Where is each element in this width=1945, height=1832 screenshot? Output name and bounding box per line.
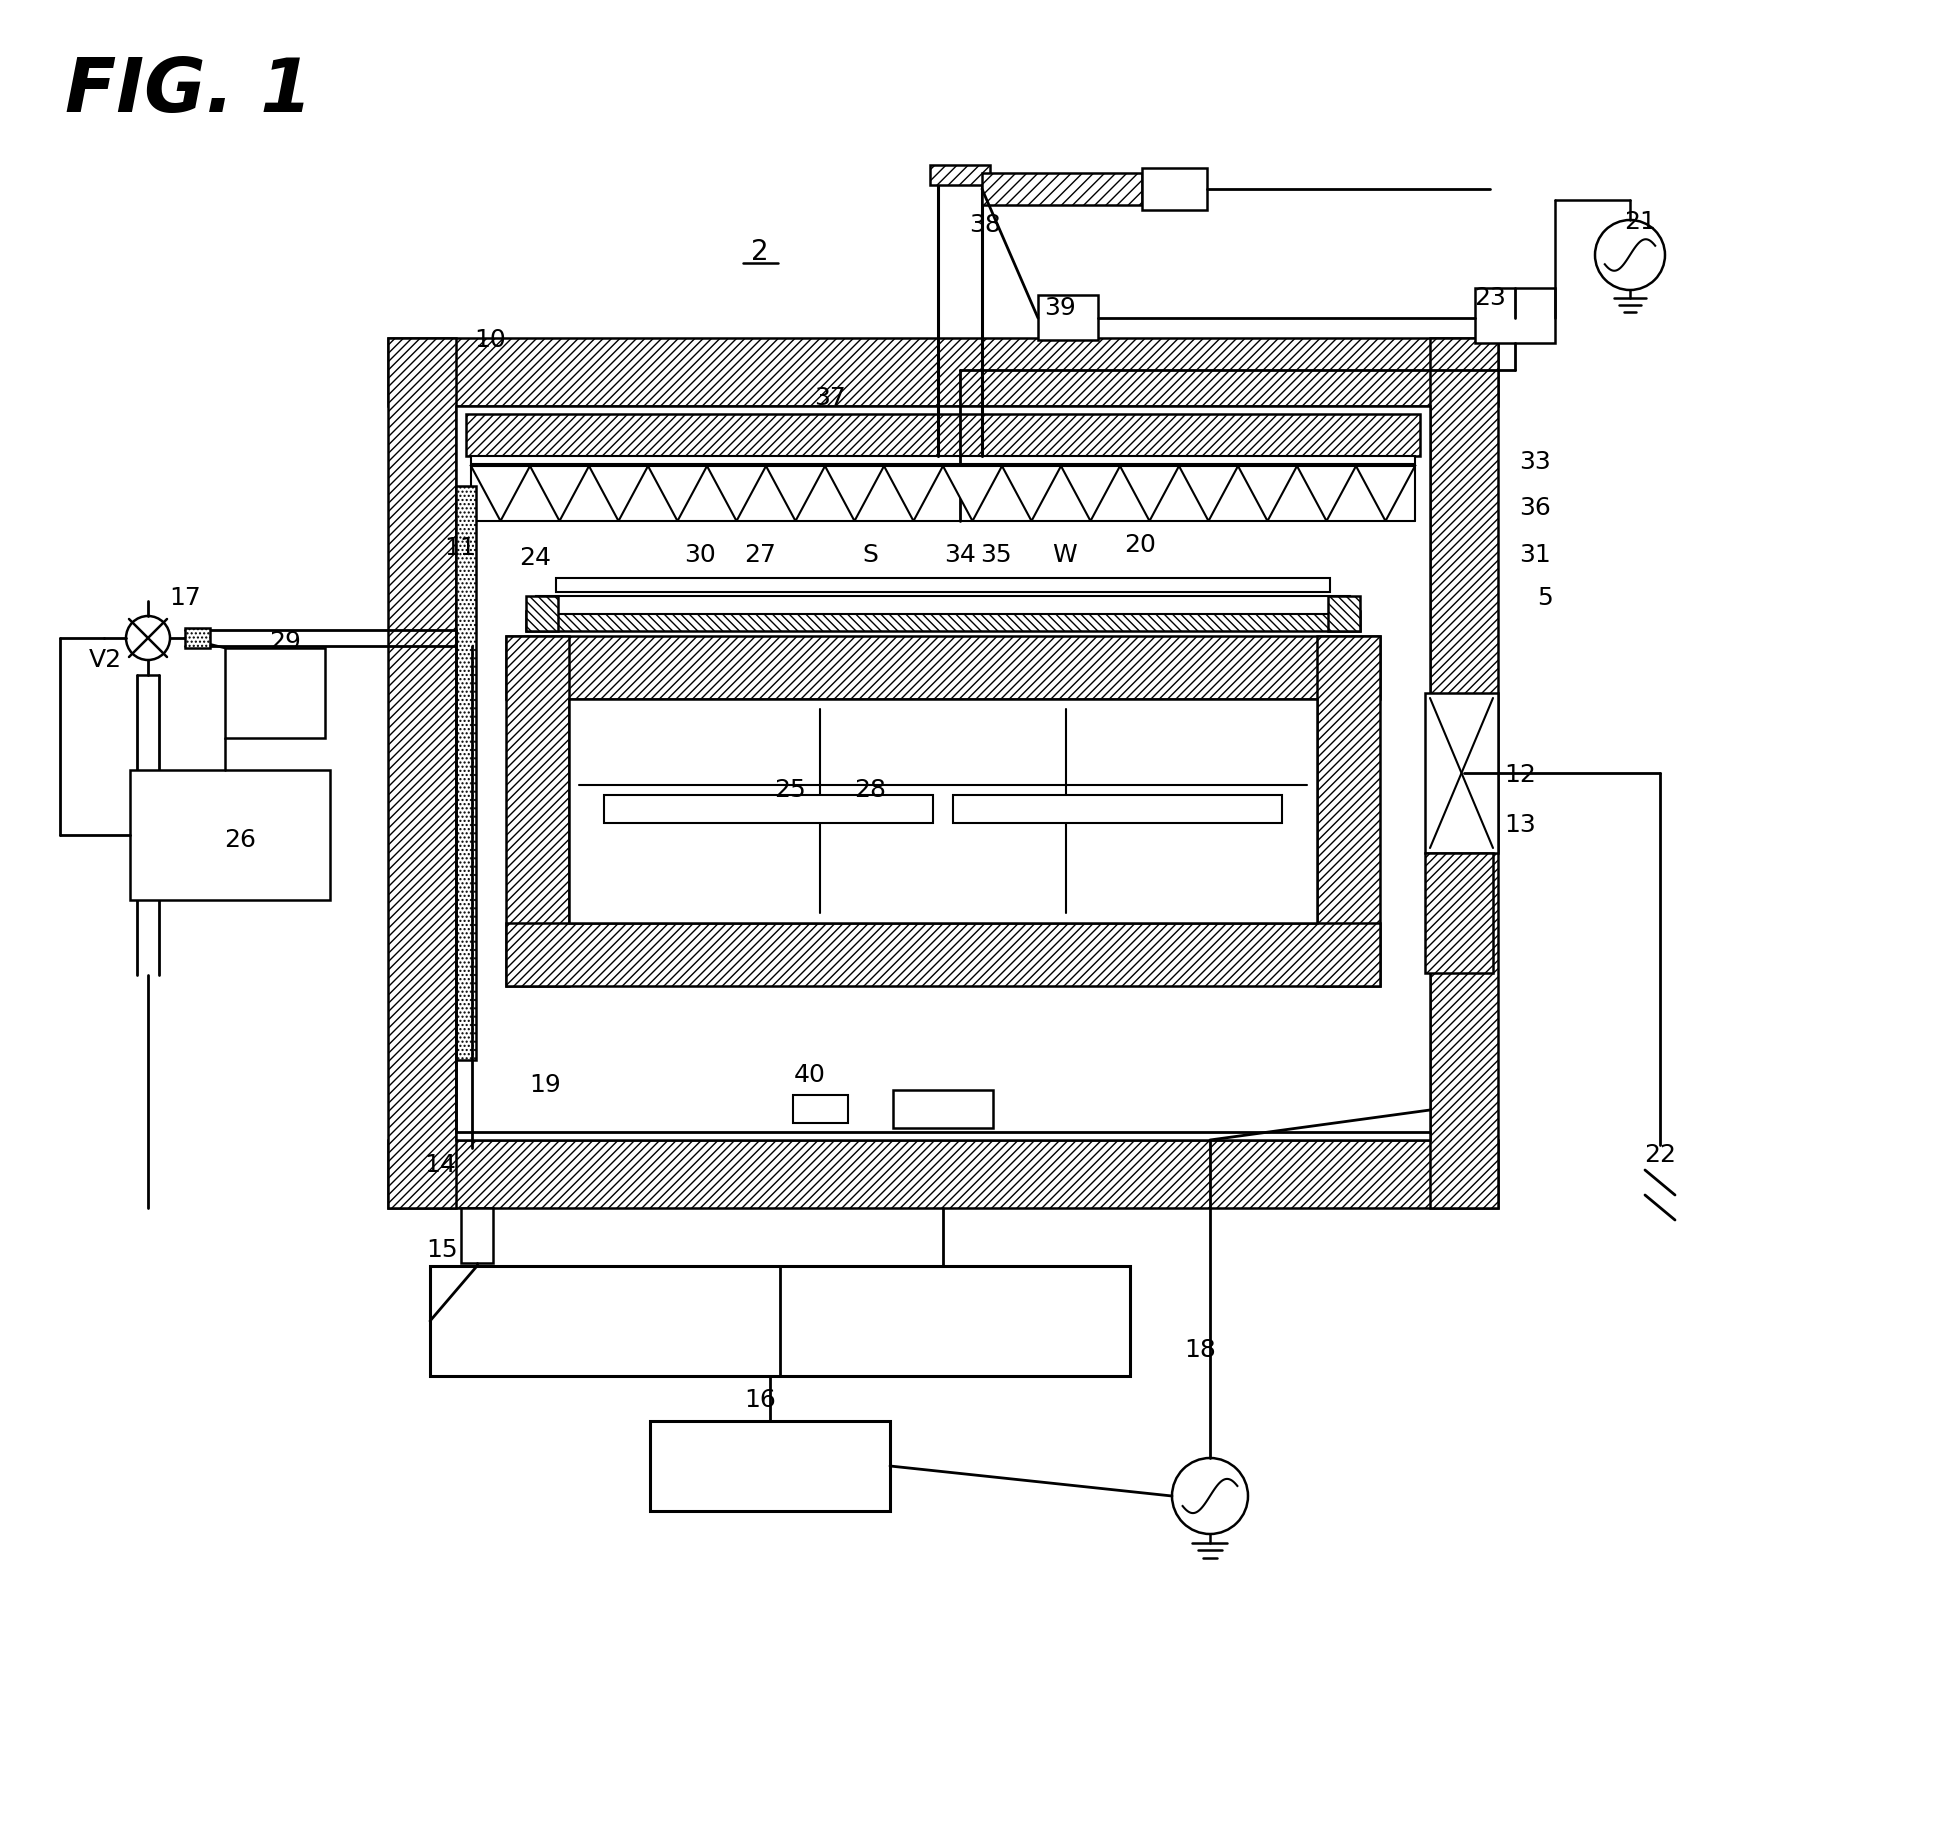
Text: 34: 34 bbox=[943, 542, 976, 566]
Bar bbox=[471, 456, 1416, 463]
Bar bbox=[570, 700, 1317, 923]
Polygon shape bbox=[529, 465, 589, 520]
Text: 5: 5 bbox=[1537, 586, 1552, 610]
Bar bbox=[387, 337, 455, 1207]
Bar bbox=[605, 795, 934, 823]
Polygon shape bbox=[1179, 465, 1239, 520]
Text: 37: 37 bbox=[815, 387, 846, 410]
Text: 39: 39 bbox=[1044, 297, 1076, 321]
Bar bbox=[387, 337, 1498, 407]
Bar bbox=[930, 165, 990, 185]
Text: 20: 20 bbox=[1124, 533, 1155, 557]
Bar bbox=[1328, 595, 1360, 630]
Text: 2: 2 bbox=[751, 238, 768, 266]
Bar bbox=[1039, 295, 1099, 341]
Text: W: W bbox=[1052, 542, 1078, 566]
Bar bbox=[226, 649, 325, 738]
Bar bbox=[506, 923, 1381, 986]
Text: S: S bbox=[862, 542, 877, 566]
Bar bbox=[525, 595, 558, 630]
Polygon shape bbox=[1356, 465, 1416, 520]
Text: 24: 24 bbox=[519, 546, 550, 570]
Bar bbox=[556, 579, 1330, 592]
Text: 29: 29 bbox=[268, 630, 301, 654]
Bar bbox=[650, 1422, 891, 1511]
Text: 10: 10 bbox=[475, 328, 506, 352]
Bar bbox=[185, 628, 210, 649]
Text: 30: 30 bbox=[685, 542, 716, 566]
Polygon shape bbox=[1239, 465, 1297, 520]
Text: 40: 40 bbox=[794, 1063, 827, 1086]
Bar bbox=[506, 636, 570, 986]
Text: 33: 33 bbox=[1519, 451, 1550, 474]
Bar bbox=[461, 1207, 492, 1262]
Text: 22: 22 bbox=[1644, 1143, 1677, 1167]
Polygon shape bbox=[648, 465, 706, 520]
Text: 18: 18 bbox=[1185, 1337, 1216, 1361]
Text: 19: 19 bbox=[529, 1074, 560, 1097]
Bar bbox=[430, 1266, 1130, 1376]
Polygon shape bbox=[943, 465, 1002, 520]
Text: 14: 14 bbox=[424, 1152, 455, 1176]
Bar bbox=[537, 595, 1350, 614]
Polygon shape bbox=[1120, 465, 1179, 520]
Text: 27: 27 bbox=[745, 542, 776, 566]
Bar bbox=[794, 1096, 848, 1123]
Bar bbox=[1317, 636, 1381, 986]
Text: 35: 35 bbox=[980, 542, 1011, 566]
Polygon shape bbox=[825, 465, 883, 520]
Text: 38: 38 bbox=[969, 213, 1002, 236]
Bar bbox=[455, 407, 1430, 1140]
Text: 11: 11 bbox=[443, 537, 477, 561]
Polygon shape bbox=[1297, 465, 1356, 520]
Polygon shape bbox=[883, 465, 943, 520]
Bar bbox=[1474, 288, 1554, 343]
Polygon shape bbox=[471, 465, 529, 520]
Text: 31: 31 bbox=[1519, 542, 1550, 566]
Bar bbox=[1430, 337, 1498, 1207]
Bar bbox=[525, 612, 1360, 630]
Bar bbox=[130, 769, 331, 900]
Text: 21: 21 bbox=[1624, 211, 1655, 234]
Bar bbox=[387, 1140, 1498, 1207]
Text: 16: 16 bbox=[745, 1389, 776, 1412]
Text: 25: 25 bbox=[774, 779, 805, 802]
Bar bbox=[1426, 692, 1498, 854]
Polygon shape bbox=[589, 465, 648, 520]
Text: FIG. 1: FIG. 1 bbox=[64, 55, 313, 128]
Bar bbox=[455, 485, 477, 1061]
Text: 17: 17 bbox=[169, 586, 200, 610]
Bar bbox=[953, 795, 1282, 823]
Bar bbox=[467, 414, 1420, 456]
Text: 23: 23 bbox=[1474, 286, 1505, 310]
Polygon shape bbox=[1002, 465, 1062, 520]
Polygon shape bbox=[766, 465, 825, 520]
Text: 26: 26 bbox=[224, 828, 257, 852]
Text: V2: V2 bbox=[88, 649, 121, 672]
Text: 13: 13 bbox=[1503, 813, 1537, 837]
Bar bbox=[1142, 169, 1208, 211]
Text: 12: 12 bbox=[1503, 762, 1537, 788]
Bar bbox=[893, 1090, 994, 1129]
Text: 28: 28 bbox=[854, 779, 887, 802]
Text: 15: 15 bbox=[426, 1238, 457, 1262]
Bar bbox=[506, 636, 1381, 700]
Polygon shape bbox=[706, 465, 766, 520]
Polygon shape bbox=[1062, 465, 1120, 520]
Bar bbox=[1426, 854, 1494, 973]
Text: 36: 36 bbox=[1519, 496, 1550, 520]
Bar bbox=[982, 172, 1142, 205]
